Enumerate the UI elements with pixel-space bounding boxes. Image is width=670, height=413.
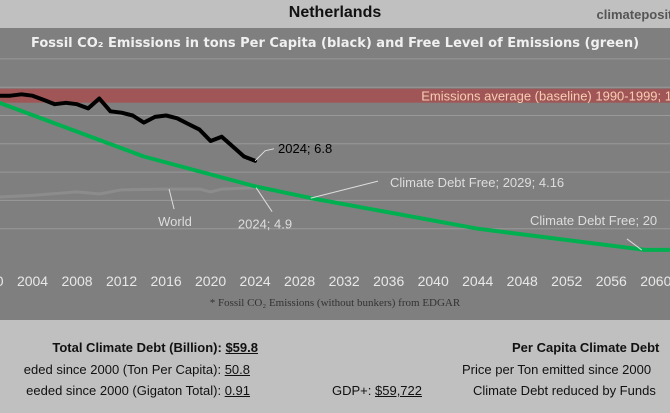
x-tick-label: 2016 [151, 273, 182, 289]
x-tick-label: 2060 [640, 273, 670, 289]
x-tick-label: 2052 [551, 273, 582, 289]
x-tick-label: 2032 [329, 273, 360, 289]
chart-plot: Fossil CO₂ Emissions in tons Per Capita … [0, 28, 670, 320]
annotation-label: Climate Debt Free; 2029; 4.16 [390, 175, 564, 190]
brand-watermark: climatepositi [596, 7, 670, 22]
x-tick-label: 2024 [240, 273, 271, 289]
giga-value: 0.91 [224, 383, 250, 398]
annotation-leader [168, 188, 175, 210]
x-tick-label: 2004 [17, 273, 48, 289]
gigaton-total: eeded since 2000 (Gigaton Total): 0.91 [26, 383, 250, 398]
total-climate-debt: Total Climate Debt (Billion): $59.8 [52, 340, 258, 355]
x-axis-ticks: 2000 2004 2008 2012 2016 2020 2024 2028 2032 2036… [0, 273, 670, 289]
gdp-value: $59,722 [375, 383, 422, 398]
annotation-label: Climate Debt Free; 20 [530, 213, 657, 228]
total-label: Total Climate Debt (Billion): [52, 340, 226, 355]
x-tick-label: 2028 [284, 273, 315, 289]
chart-country-title: Netherlands [288, 4, 382, 21]
x-tick-label: 2036 [373, 273, 404, 289]
per-capita-climate-debt: Per Capita Climate Debt [512, 340, 660, 355]
ton-per-capita: eded since 2000 (Ton Per Capita): 50.8 [24, 362, 250, 377]
world-line [0, 186, 257, 199]
gdp-label: GDP+: [332, 383, 375, 398]
total-value: $59.8 [225, 340, 258, 355]
x-tick-label: 2056 [596, 273, 627, 289]
chart-subtitle: Fossil CO₂ Emissions in tons Per Capita … [31, 36, 639, 51]
annotation-leader [254, 148, 275, 162]
giga-label: eeded since 2000 (Gigaton Total): [26, 383, 225, 398]
annotation-leader [310, 180, 379, 199]
chart-background [0, 28, 670, 320]
title-bar: Netherlands climatepositi [0, 0, 670, 28]
netherlands-line [0, 92, 258, 163]
annotation-label: 2024; 4.9 [238, 217, 292, 232]
annotation-label: 2024; 6.8 [278, 141, 332, 156]
baseline-label: Emissions average (baseline) 1990-1999; … [421, 89, 670, 104]
x-tick-label: 2044 [462, 273, 493, 289]
x-tick-label: 2020 [195, 273, 226, 289]
ton-value: 50.8 [224, 362, 250, 377]
x-tick-label: 2040 [418, 273, 449, 289]
annotation-label: World [158, 214, 192, 229]
annotation-leader [255, 187, 273, 212]
x-tick-label: 2000 [0, 273, 4, 289]
annotation-leader [626, 238, 642, 251]
x-tick-label: 2012 [106, 273, 137, 289]
baseline-band-rect [0, 88, 670, 103]
baseline-band: Emissions average (baseline) 1990-1999; … [0, 88, 670, 104]
x-tick-label: 2048 [507, 273, 538, 289]
gdp: GDP+: $59,722 [332, 383, 422, 398]
annotations: 2024; 6.8 World 2024; 4.9 Climate Debt Free… [158, 141, 657, 251]
debt-reduced-by-funds: Climate Debt reduced by Funds [473, 383, 656, 398]
x-tick-label: 2008 [61, 273, 92, 289]
ton-label: eded since 2000 (Ton Per Capita): [23, 362, 225, 377]
price-per-ton: Price per Ton emitted since 2000 [462, 362, 652, 377]
source-footnote: * Fossil CO₂ Emissions (without bunkers)… [210, 297, 461, 309]
